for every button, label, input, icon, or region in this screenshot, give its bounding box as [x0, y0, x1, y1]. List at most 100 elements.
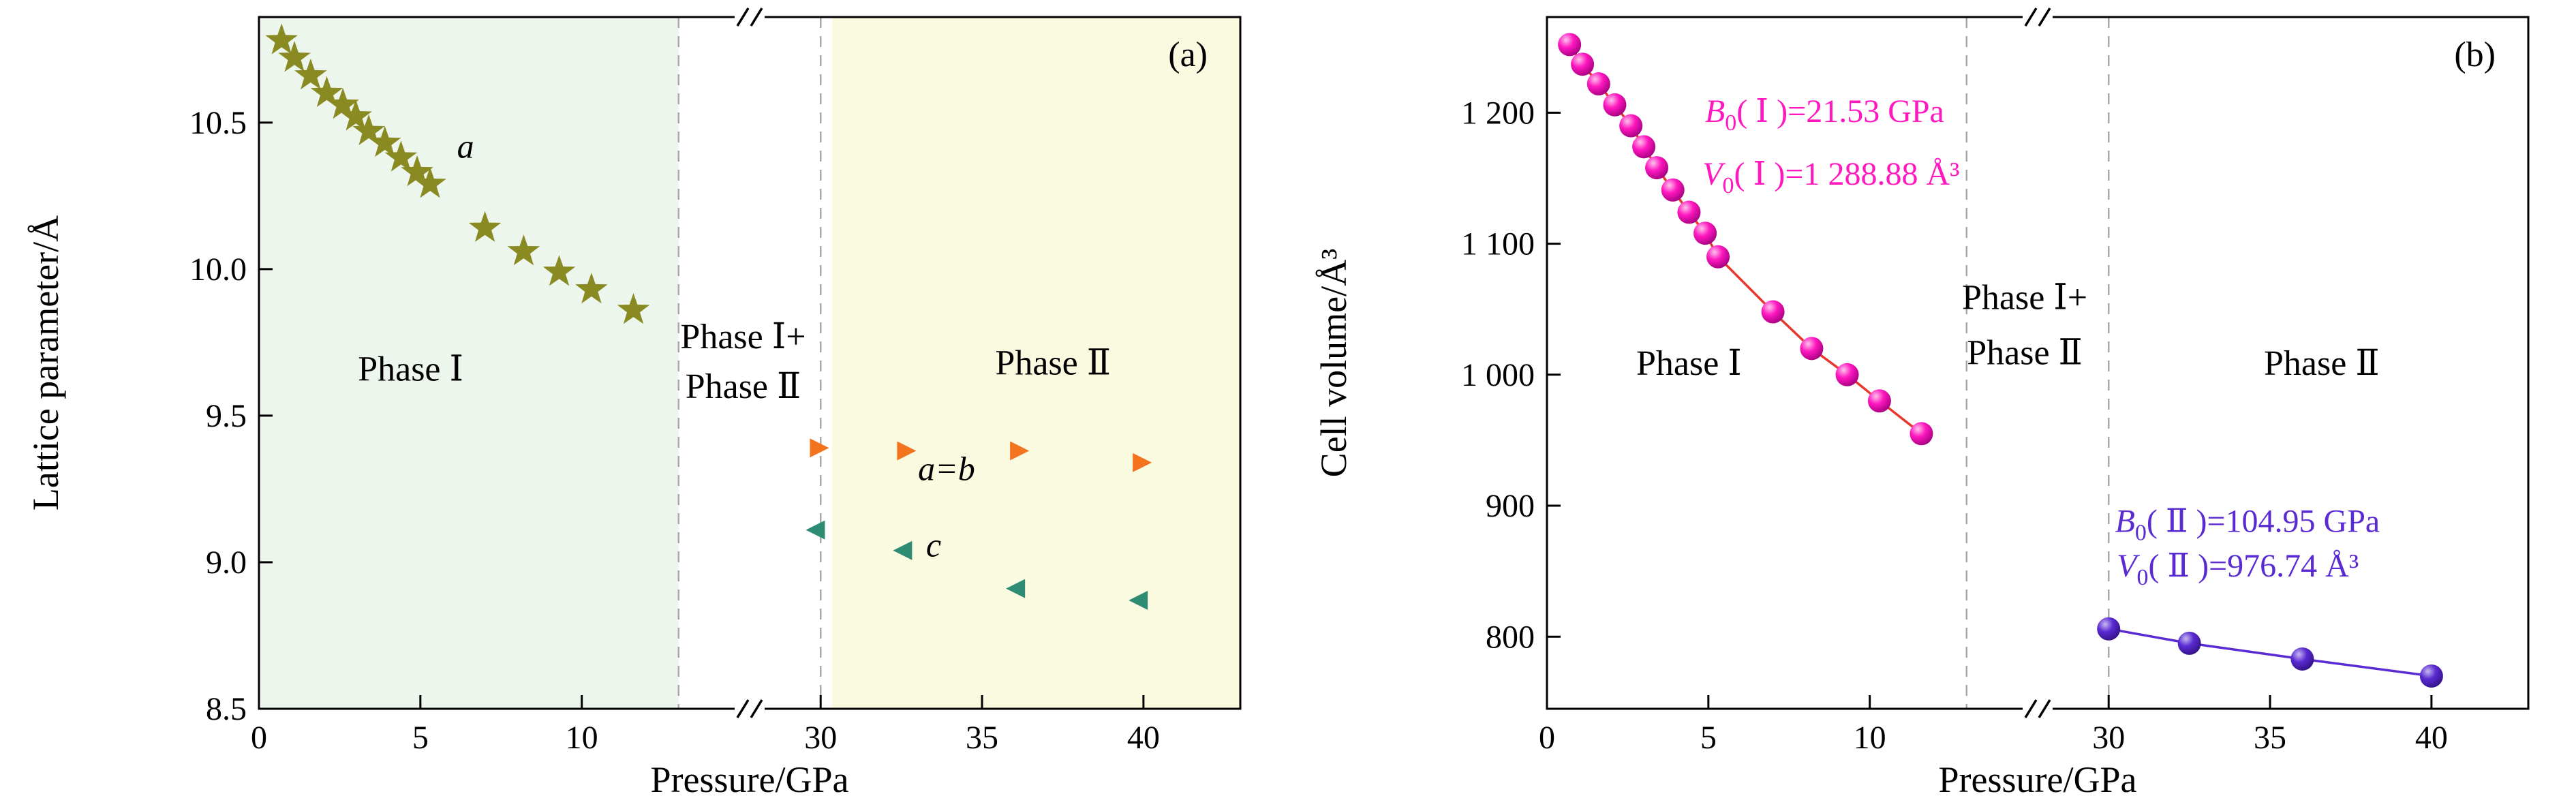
axis-break-slash — [2038, 699, 2051, 718]
sphere-marker — [2177, 631, 2201, 655]
sphere-marker — [1571, 52, 1595, 76]
fit-annotation: V0( Ⅰ )=1 288.88 Å³ — [1702, 156, 1959, 198]
y-tick-label: 10.0 — [189, 251, 247, 288]
x-axis-title: Pressure/GPa — [651, 759, 849, 800]
panel-a: 0 5 10 30 35 40 8.5 9.0 9.5 10.0 10.5 Phase Ⅰ Phase … — [25, 7, 1242, 800]
star-marker — [401, 155, 433, 187]
x-tick-label: 0 — [251, 720, 267, 756]
phase-label: Phase Ⅰ — [358, 350, 463, 388]
triangle-left-marker — [1129, 590, 1148, 610]
star-marker — [542, 255, 576, 286]
series-c-phase2 — [806, 520, 1148, 610]
sphere-marker — [2419, 664, 2443, 688]
star-marker — [575, 273, 608, 304]
sphere-marker — [1910, 422, 1933, 446]
y-axis-title: Lattice parameter/Å — [25, 215, 66, 510]
sphere-marker — [1661, 178, 1685, 202]
x-tick-label: 40 — [2415, 720, 2448, 756]
phase-label: Phase Ⅱ — [686, 367, 801, 406]
axis-break-slash — [2024, 7, 2038, 27]
x-tick-label: 30 — [804, 720, 837, 756]
star-marker — [414, 167, 446, 198]
x-tick-label: 5 — [412, 720, 429, 756]
axis-break-slash — [750, 7, 763, 27]
sphere-marker — [1693, 221, 1717, 245]
y-tick-label: 800 — [1486, 619, 1535, 655]
x-tick-label: 0 — [1539, 720, 1555, 756]
y-tick-label: 1 200 — [1461, 95, 1535, 131]
triangle-left-marker — [893, 540, 913, 560]
sphere-marker — [1867, 389, 1891, 413]
phase-label: Phase Ⅰ+ — [680, 318, 806, 356]
triangle-right-marker — [1010, 441, 1030, 461]
x-tick-label: 40 — [1127, 720, 1160, 756]
triangle-right-marker — [1133, 453, 1152, 472]
sphere-marker — [1761, 300, 1785, 324]
axis-ticks: 0 5 10 30 35 40 800 900 1 000 1 100 1 200 — [1461, 95, 2448, 756]
triangle-right-marker — [897, 441, 917, 461]
star-marker — [278, 41, 311, 72]
fit-annotation: B0( Ⅱ )=104.95 GPa — [2115, 503, 2380, 545]
sphere-marker — [1677, 200, 1701, 224]
phase-label: Phase Ⅰ+ — [1962, 279, 2087, 318]
series-volume-phase2 — [2097, 617, 2443, 688]
star-marker — [294, 59, 327, 90]
sphere-marker — [1706, 245, 1730, 269]
y-tick-label: 9.0 — [206, 545, 247, 581]
phase-label: Phase Ⅱ — [1967, 333, 2083, 372]
lattice-parameter-chart: 0 5 10 30 35 40 8.5 9.0 9.5 10.0 10.5 Phase Ⅰ Phase … — [25, 7, 1242, 800]
series-volume-phase1 — [1558, 33, 1933, 446]
star-marker — [617, 293, 650, 324]
y-tick-label: 10.5 — [189, 105, 247, 141]
phase-label: Phase Ⅱ — [995, 344, 1111, 383]
series-ab-phase2 — [810, 438, 1152, 472]
cell-volume-chart: 0 5 10 30 35 40 800 900 1 000 1 100 1 200 Phase Ⅰ Ph… — [1313, 7, 2530, 800]
y-tick-label: 8.5 — [206, 691, 247, 727]
axis-break-slash — [2038, 7, 2051, 27]
x-axis-title: Pressure/GPa — [1939, 759, 2137, 800]
triangle-left-marker — [806, 520, 825, 540]
phase-region — [831, 17, 1240, 709]
axis-break-slash — [2024, 699, 2038, 718]
sphere-marker — [1632, 135, 1656, 159]
axis-break-slash — [736, 7, 750, 27]
axis-break-slash — [736, 699, 750, 718]
star-marker — [384, 140, 418, 172]
fit-annotation: V0( Ⅱ )=976.74 Å³ — [2117, 548, 2359, 590]
axis-ticks: 0 5 10 30 35 40 8.5 9.0 9.5 10.0 10.5 — [189, 105, 1160, 756]
series-label: c — [926, 525, 941, 564]
series-label: a=b — [918, 450, 975, 488]
triangle-left-marker — [1006, 579, 1026, 598]
star-marker — [339, 100, 372, 131]
star-marker — [326, 88, 359, 119]
star-marker — [310, 76, 343, 107]
y-tick-label: 9.5 — [206, 398, 247, 434]
phase-region — [259, 17, 679, 709]
y-tick-label: 1 000 — [1461, 357, 1535, 393]
sphere-marker — [1558, 33, 1582, 57]
axis-break-slash — [750, 699, 763, 718]
sphere-marker — [2097, 617, 2121, 641]
sphere-marker — [1619, 114, 1643, 138]
panel-letter: (b) — [2454, 35, 2496, 74]
sphere-marker — [1603, 93, 1627, 117]
phase-label: Phase Ⅱ — [2264, 344, 2380, 383]
series-label: a — [457, 127, 474, 165]
triangle-right-marker — [810, 438, 829, 458]
panel-b: 0 5 10 30 35 40 800 900 1 000 1 100 1 200 Phase Ⅰ Ph… — [1288, 0, 2576, 811]
star-marker — [352, 114, 385, 145]
x-tick-label: 5 — [1700, 720, 1717, 756]
star-marker — [265, 23, 298, 55]
star-marker — [369, 125, 401, 157]
series-line-volume-phase2 — [2108, 627, 2432, 677]
x-tick-label: 10 — [1854, 720, 1886, 756]
phase-label: Phase Ⅰ — [1636, 344, 1742, 383]
y-tick-label: 900 — [1486, 488, 1535, 524]
y-axis-title: Cell volume/Å³ — [1313, 249, 1354, 478]
sphere-marker — [1645, 156, 1669, 180]
sphere-marker — [1586, 72, 1610, 96]
star-marker — [468, 211, 502, 242]
series-line-volume-phase1 — [1568, 44, 1922, 435]
panel-letter: (a) — [1168, 35, 1208, 74]
